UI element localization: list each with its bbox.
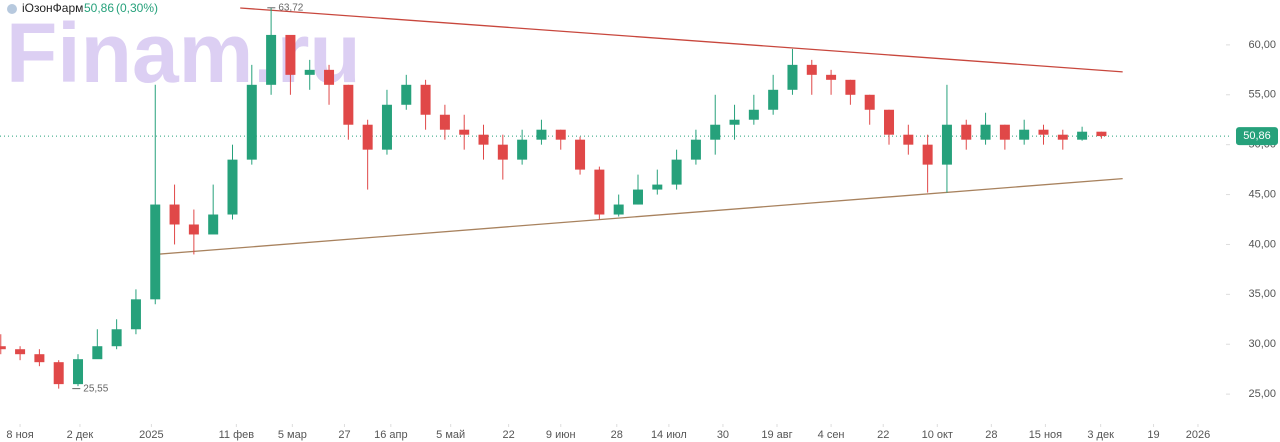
x-tick-label: 16 апр [374, 429, 407, 441]
candle-body [575, 139, 586, 170]
x-tick-label: 28 [985, 429, 997, 441]
candle-body [613, 204, 624, 215]
candle-body [1077, 131, 1088, 140]
candle-body [285, 34, 296, 75]
candle-body [903, 134, 914, 145]
watermark: Finam.ru [6, 6, 361, 100]
price: 50,86 [84, 1, 114, 15]
x-tick-label: 5 май [436, 429, 465, 441]
candle-body [169, 204, 180, 225]
candle-body [478, 134, 489, 145]
y-tick-label: 55,00 [1248, 89, 1276, 101]
annotation: 63,72 [278, 2, 303, 13]
x-tick-label: 19 авг [761, 429, 792, 441]
candle-body [980, 124, 991, 140]
y-tick-label: 60,00 [1248, 39, 1276, 51]
x-tick-label: 5 мар [278, 429, 307, 441]
candle-body [632, 189, 643, 205]
candle-body [922, 144, 933, 165]
ticker: iОзонФарм [22, 1, 83, 15]
candle-body [304, 69, 315, 75]
x-tick-label: 11 фев [219, 429, 255, 441]
candle-body [15, 349, 26, 355]
candle-body [92, 346, 103, 360]
candle-body [1038, 129, 1049, 135]
last-price-label: 50,86 [1243, 130, 1271, 142]
candle-body [961, 124, 972, 140]
candle-body [343, 84, 354, 125]
candle-body [362, 124, 373, 150]
y-tick-label: 25,00 [1248, 388, 1276, 400]
candle-body [1019, 129, 1030, 140]
candle-body [999, 124, 1010, 140]
candle-body [150, 204, 161, 300]
x-tick-label: 27 [338, 429, 350, 441]
candle-body [381, 104, 392, 150]
x-tick-label: 4 сен [818, 429, 845, 441]
candle-body [690, 139, 701, 160]
candle-body [536, 129, 547, 140]
candle-body [710, 124, 721, 140]
x-tick-label: 3 дек [1087, 429, 1114, 441]
candle-body [864, 94, 875, 110]
candle-body [73, 359, 84, 385]
trendline [240, 7, 1123, 73]
x-tick-label: 22 [877, 429, 889, 441]
candle-body [324, 69, 335, 85]
trendline [155, 177, 1123, 256]
candle-body [787, 64, 798, 90]
candle-body [884, 109, 895, 135]
x-tick-label: 10 окт [922, 429, 953, 441]
change: (0,30%) [116, 1, 158, 15]
candle-body [845, 79, 856, 95]
candle-body [246, 84, 257, 160]
x-tick-label: 15 ноя [1029, 429, 1062, 441]
x-tick-label: 22 [502, 429, 514, 441]
candle-body [111, 329, 122, 347]
candle-body [652, 184, 663, 190]
candle-body [671, 159, 682, 185]
candle-body [748, 109, 759, 120]
candle-body [555, 129, 566, 140]
candle-body [768, 89, 779, 110]
candle-body [594, 169, 605, 215]
x-tick-label: 2 дек [67, 429, 94, 441]
x-tick-label: 30 [717, 429, 729, 441]
ticker-icon [7, 4, 17, 14]
candle-body [208, 214, 219, 235]
candle-body [188, 224, 199, 235]
last-price-badge [1236, 127, 1278, 146]
candle-body [439, 114, 450, 130]
y-tick-label: 45,00 [1248, 188, 1276, 200]
x-tick-label: 9 июн [546, 429, 576, 441]
candle-body [0, 346, 6, 350]
candle-body [941, 124, 952, 165]
y-tick-label: 35,00 [1248, 288, 1276, 300]
candle-body [517, 139, 528, 160]
candle-body [729, 119, 740, 125]
candle-body [826, 74, 837, 80]
candle-body [401, 84, 412, 105]
candle-body [34, 354, 45, 363]
candle-body [266, 34, 277, 85]
x-tick-label: 19 [1147, 429, 1159, 441]
y-tick-label: 40,00 [1248, 238, 1276, 250]
x-tick-label: 8 ноя [6, 429, 33, 441]
candle-body [459, 129, 470, 135]
candle-body [1096, 131, 1107, 137]
candle-body [1057, 134, 1068, 140]
x-tick-label: 28 [611, 429, 623, 441]
candle-body [806, 64, 817, 75]
x-tick-label: 2025 [139, 429, 163, 441]
candle-body [227, 159, 238, 215]
candle-body [53, 362, 64, 385]
x-tick-label: 14 июл [651, 429, 687, 441]
candle-body [420, 84, 431, 115]
candle-body [130, 299, 141, 330]
y-tick-label: 30,00 [1248, 338, 1276, 350]
annotation: 25,55 [83, 383, 108, 394]
x-tick-label: 2026 [1186, 429, 1210, 441]
candle-body [497, 144, 508, 160]
